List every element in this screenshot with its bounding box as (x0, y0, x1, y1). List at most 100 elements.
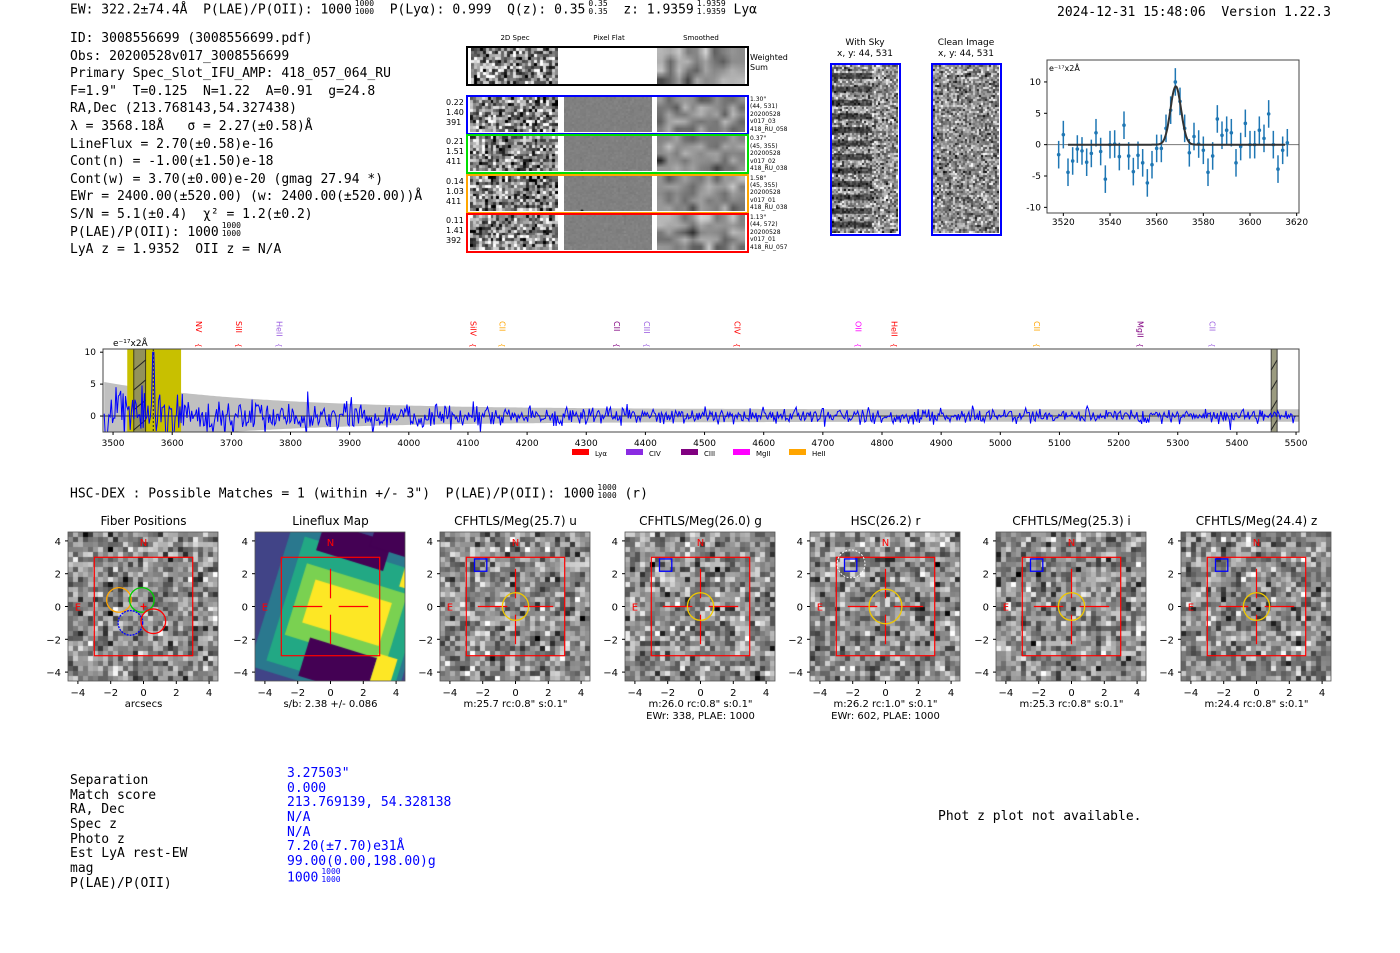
x-tick-label: 4400 (634, 439, 657, 449)
x-tick-label: 3500 (102, 439, 125, 449)
fiber-row-frame (466, 212, 749, 253)
fiber-info-line: 1.30" (750, 96, 767, 103)
match-table-label: Match score (70, 787, 157, 803)
x-tick-label: 3620 (1285, 218, 1308, 228)
x-tick-label: −4 (71, 688, 86, 699)
data-point (1159, 146, 1164, 151)
line-label: CII (612, 321, 621, 331)
fiber-pixel-flat (564, 136, 652, 172)
cutout-caption: EWr: 602, PLAE: 1000 (831, 711, 940, 722)
match-table-label: Est LyA rest-EW (70, 846, 188, 862)
match-table-label: RA, Dec (70, 802, 125, 818)
fiber-info-line: v017_03 (750, 118, 776, 126)
x-tick-label: 5100 (1048, 439, 1071, 449)
line-bracket: { (889, 343, 897, 347)
catalog-summary-band: (r) (624, 486, 648, 502)
fiber-info-line: 418_RU_038 (750, 164, 788, 172)
north-label: N (140, 538, 147, 549)
version: Version 1.22.3 (1221, 5, 1331, 20)
info-line: ID: 3008556699 (3008556699.pdf) (70, 31, 313, 46)
with-sky-xy: x, y: 44, 531 (837, 49, 893, 59)
hatch-line (1270, 379, 1278, 391)
line-label: SiIV (468, 321, 477, 337)
z-lo: 1.9359 (696, 7, 726, 16)
x-tick-label: 0 (512, 688, 518, 699)
detection-info: ID: 3008556699 (3008556699.pdf) Obs: 2020… (70, 30, 422, 259)
fiber-stat: 0.21 (446, 137, 464, 147)
y-tick-label: 10 (85, 348, 97, 358)
x-tick-label: 5500 (1285, 439, 1308, 449)
data-point (1280, 148, 1285, 153)
y-tick-label: 0 (983, 603, 989, 614)
data-point (1061, 132, 1066, 137)
x-tick-label: 2 (545, 688, 551, 699)
aperture-box (650, 556, 751, 657)
data-point (1201, 148, 1206, 153)
fiber-stat: 0.22 (446, 98, 464, 107)
east-label: E (632, 603, 638, 614)
ew-value: EW: 322.2±74.4Å (70, 2, 188, 18)
x-tick-label: −2 (475, 688, 490, 699)
x-tick-label: −4 (999, 688, 1014, 699)
y-unit-label: e⁻¹⁷x2Å (1049, 62, 1080, 73)
x-tick-label: 4000 (397, 439, 420, 449)
data-point (1103, 177, 1108, 181)
y-tick-label: 2 (797, 570, 803, 581)
y-tick-label: −2 (46, 635, 61, 646)
data-point (1136, 153, 1140, 158)
y-tick-label: 0 (427, 603, 433, 614)
line-label: NV (194, 321, 203, 333)
data-point (1215, 117, 1220, 121)
data-point (1075, 147, 1080, 151)
cutout-caption: arcsecs (125, 699, 163, 710)
y-tick-label: 0 (242, 603, 248, 614)
fiber-row-info: 1.13" (44, 572) 20200528 v017_01 418_RU_057 (750, 214, 787, 251)
y-tick-label: −2 (603, 635, 618, 646)
x-tick-label: 0 (140, 688, 146, 699)
east-label: E (1003, 603, 1009, 614)
cutout-caption: m:25.7 rc:0.8" s:0.1" (463, 699, 567, 710)
y-tick-label: 4 (983, 537, 989, 548)
report-meta: 2024-12-31 15:48:06 Version 1.22.3 (1057, 5, 1331, 20)
y-tick-label: 0 (797, 603, 803, 614)
with-sky-image (832, 65, 898, 233)
cutout-caption: m:26.0 rc:0.8" s:0.1" (648, 699, 752, 710)
y-unit-label: e⁻¹⁷x2Å (113, 337, 149, 349)
east-label: E (447, 603, 453, 614)
x-tick-label: 5000 (989, 439, 1012, 449)
line-bracket: { (612, 343, 620, 347)
y-tick-label: 5 (90, 380, 96, 390)
match-plae-hi: 1000 (321, 866, 341, 876)
info-plae-lo: 1000 (221, 229, 241, 239)
fiber-stat: 391 (446, 118, 462, 127)
line-bracket: { (853, 343, 861, 347)
plae-lo: 1000 (354, 7, 375, 16)
cutout-caption: m:26.2 rc:1.0" s:0.1" (833, 699, 937, 710)
line-label: CIV (733, 321, 742, 335)
info-line: LineFlux = 2.70(±0.58)e-16 (70, 136, 274, 152)
fiber-info-line: 418_RU_057 (750, 243, 788, 251)
data-point (1089, 151, 1094, 156)
match-table-label: Spec z (70, 817, 117, 833)
line-label: CII (1208, 321, 1217, 331)
spectrum-line (103, 351, 1296, 432)
data-point (1206, 170, 1210, 175)
cutout-panel: HSC(26.2) r 4 2 0 −2 −4 −4 −2 0 2 4 m:26.2 rc:1.0" … (788, 514, 961, 722)
fiber-info-line: 1.58" (750, 174, 767, 182)
x-tick-label: 3560 (1145, 218, 1168, 228)
y-tick-label: 0 (90, 412, 96, 422)
error-envelope (104, 382, 1299, 432)
hatch-line (1270, 359, 1278, 371)
data-point (1243, 121, 1248, 126)
x-tick-label: 4 (1134, 688, 1140, 699)
y-tick-label: −2 (788, 635, 803, 646)
match-table-label: Photo z (70, 831, 125, 847)
match-table-plae: 1000 1000 1000 (287, 866, 451, 885)
data-point (1266, 112, 1271, 116)
y-tick-label: 0 (612, 603, 618, 614)
fiber-circle (105, 586, 132, 613)
line-bracket: { (234, 343, 242, 347)
north-label: N (697, 538, 704, 549)
fiber-stat: 1.03 (446, 186, 464, 196)
fiber-stat: 411 (446, 157, 462, 167)
